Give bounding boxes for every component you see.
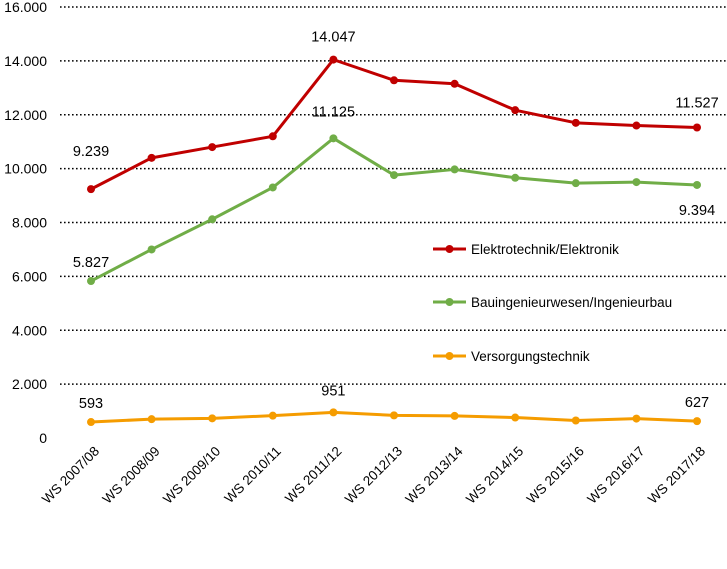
data-point bbox=[632, 178, 641, 187]
data-point bbox=[87, 418, 95, 427]
data-point bbox=[268, 411, 277, 420]
data-point bbox=[147, 245, 156, 254]
x-tick-label: WS 2014/15 bbox=[463, 444, 526, 507]
x-tick-label: WS 2010/11 bbox=[221, 444, 283, 506]
y-tick-label: 10.000 bbox=[4, 161, 47, 177]
data-point bbox=[268, 183, 277, 192]
x-tick-label: WS 2015/16 bbox=[524, 444, 587, 507]
data-point bbox=[693, 123, 701, 132]
data-labels: 9.239 14.047 11.527 5.827 11.125 9.394 593 951 6… bbox=[73, 30, 719, 412]
x-tick-label: WS 2013/14 bbox=[403, 443, 466, 506]
legend-marker bbox=[445, 245, 454, 253]
data-point bbox=[693, 180, 701, 189]
data-point bbox=[147, 153, 156, 162]
data-point bbox=[450, 79, 459, 88]
data-point bbox=[208, 143, 217, 152]
legend-marker bbox=[445, 298, 454, 306]
data-label: 593 bbox=[79, 396, 103, 412]
data-point bbox=[511, 413, 520, 422]
legend: Elektrotechnik/Elektronik Bauingenieurwes… bbox=[433, 242, 672, 364]
data-point bbox=[450, 411, 459, 420]
data-point bbox=[87, 277, 95, 286]
data-point bbox=[390, 411, 398, 420]
y-tick-label: 6.000 bbox=[12, 268, 47, 284]
data-point bbox=[511, 173, 520, 182]
data-point bbox=[329, 134, 338, 143]
data-point bbox=[571, 416, 580, 425]
x-tick-label: WS 2011/12 bbox=[282, 444, 344, 506]
data-point bbox=[693, 417, 701, 426]
y-tick-label: 16.000 bbox=[4, 0, 47, 15]
data-point bbox=[268, 132, 277, 141]
series-lines bbox=[87, 55, 701, 427]
data-label: 5.827 bbox=[73, 255, 109, 271]
data-label: 627 bbox=[685, 395, 709, 411]
data-point bbox=[147, 415, 156, 424]
x-tick-label: WS 2009/10 bbox=[160, 444, 223, 507]
x-tick-label: WS 2016/17 bbox=[584, 444, 647, 507]
legend-label: Elektrotechnik/Elektronik bbox=[471, 242, 619, 257]
x-tick-label: WS 2007/08 bbox=[39, 444, 102, 507]
data-point bbox=[632, 414, 641, 423]
data-label: 9.239 bbox=[73, 144, 109, 160]
data-point bbox=[571, 118, 580, 127]
y-tick-label: 2.000 bbox=[12, 376, 47, 392]
data-point bbox=[329, 408, 338, 417]
y-tick-label: 8.000 bbox=[12, 215, 47, 231]
data-point bbox=[390, 171, 398, 180]
series-line bbox=[90, 136, 698, 283]
legend-label: Versorgungstechnik bbox=[471, 349, 590, 364]
data-point bbox=[87, 185, 95, 194]
gridlines bbox=[60, 6, 727, 385]
y-tick-label: 0 bbox=[39, 430, 47, 446]
y-tick-label: 12.000 bbox=[4, 107, 47, 123]
x-tick-label: WS 2012/13 bbox=[342, 444, 405, 507]
data-point bbox=[511, 106, 520, 115]
data-label: 14.047 bbox=[311, 30, 355, 46]
data-point bbox=[208, 215, 217, 224]
y-tick-label: 4.000 bbox=[12, 322, 47, 338]
data-point bbox=[632, 121, 641, 130]
data-label: 11.125 bbox=[312, 104, 355, 120]
data-point bbox=[450, 165, 459, 174]
y-axis-ticks: 0 2.000 4.000 6.000 8.000 10.000 12.000 14.000 1… bbox=[4, 0, 47, 446]
legend-label: Bauingenieurwesen/Ingenieurbau bbox=[471, 295, 672, 310]
data-label: 9.394 bbox=[679, 203, 715, 219]
data-point bbox=[571, 179, 580, 188]
x-tick-label: WS 2008/09 bbox=[100, 444, 163, 507]
x-tick-label: WS 2017/18 bbox=[645, 444, 708, 507]
data-point bbox=[390, 76, 398, 85]
data-label: 951 bbox=[321, 383, 345, 399]
data-point bbox=[329, 55, 338, 64]
y-tick-label: 14.000 bbox=[4, 53, 47, 69]
legend-marker bbox=[445, 352, 454, 360]
data-point bbox=[208, 414, 217, 423]
data-label: 11.527 bbox=[675, 95, 718, 111]
